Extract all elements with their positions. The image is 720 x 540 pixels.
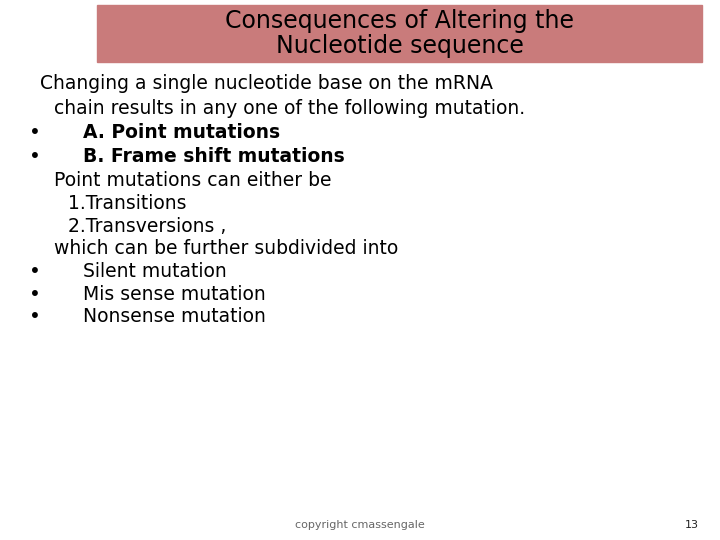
Text: Consequences of Altering the: Consequences of Altering the — [225, 9, 574, 33]
Text: Nonsense mutation: Nonsense mutation — [83, 307, 266, 327]
Text: which can be further subdivided into: which can be further subdivided into — [54, 239, 398, 259]
Text: chain results in any one of the following mutation.: chain results in any one of the followin… — [54, 98, 525, 118]
Text: •: • — [29, 123, 40, 142]
Text: •: • — [29, 285, 40, 304]
Text: •: • — [29, 307, 40, 327]
FancyBboxPatch shape — [97, 5, 702, 62]
Text: Point mutations can either be: Point mutations can either be — [54, 171, 331, 191]
Text: 1.Transitions: 1.Transitions — [68, 194, 187, 213]
Text: •: • — [29, 147, 40, 166]
Text: B. Frame shift mutations: B. Frame shift mutations — [83, 147, 345, 166]
Text: A. Point mutations: A. Point mutations — [83, 123, 280, 142]
Text: copyright cmassengale: copyright cmassengale — [295, 520, 425, 530]
Text: •: • — [29, 262, 40, 281]
Text: Changing a single nucleotide base on the mRNA: Changing a single nucleotide base on the… — [40, 74, 492, 93]
Text: Mis sense mutation: Mis sense mutation — [83, 285, 266, 304]
Text: Nucleotide sequence: Nucleotide sequence — [276, 34, 523, 58]
Text: Silent mutation: Silent mutation — [83, 262, 227, 281]
Text: 2.Transversions ,: 2.Transversions , — [68, 217, 227, 236]
Text: 13: 13 — [685, 520, 698, 530]
